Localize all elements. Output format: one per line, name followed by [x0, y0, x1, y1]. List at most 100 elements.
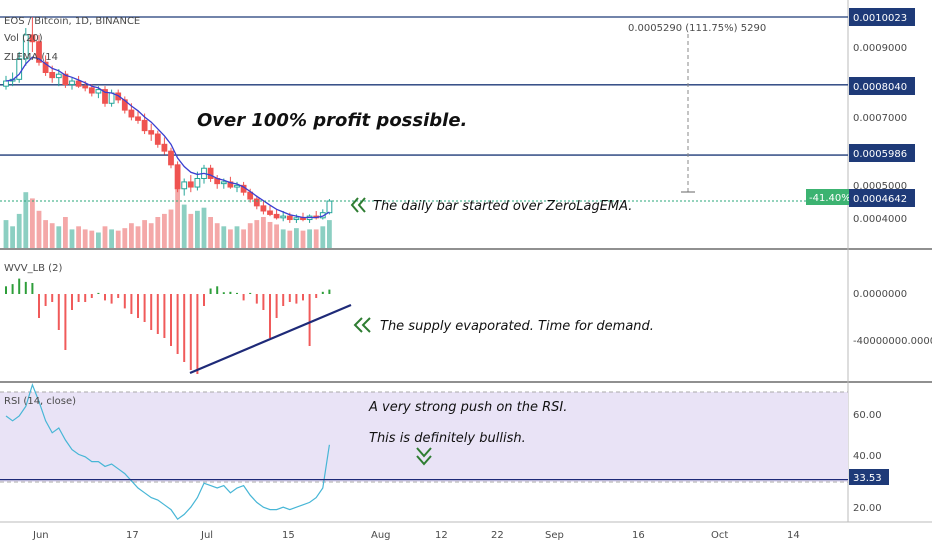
- candle-body: [267, 210, 273, 215]
- candle-body: [128, 109, 135, 118]
- volume-bar: [36, 210, 42, 248]
- price-level-box: 0.0008040: [849, 77, 915, 95]
- candle-body: [82, 85, 89, 89]
- price-level-box: 0.0010023: [849, 8, 915, 26]
- wvv-bars: [5, 278, 331, 374]
- volume-bar: [195, 210, 200, 248]
- candle-body: [62, 73, 69, 85]
- x-tick: Aug: [371, 530, 391, 541]
- price-levels: [0, 16, 848, 156]
- volume-bar: [241, 229, 246, 248]
- svg-text:0.0010023: 0.0010023: [853, 13, 907, 24]
- volume-bar: [3, 220, 9, 248]
- candle-body: [181, 181, 188, 190]
- candle-body: [253, 198, 260, 207]
- zlema-line: [5, 56, 330, 219]
- rsi-current-box: 33.53: [849, 469, 889, 485]
- rsi-label: RSI (14, close): [4, 396, 76, 407]
- volume-bar: [254, 220, 260, 248]
- volume-bar: [135, 226, 141, 248]
- volume-bar: [148, 223, 154, 248]
- volume-bar: [247, 223, 253, 248]
- candle-body: [69, 80, 75, 85]
- x-tick: Sep: [545, 530, 564, 541]
- chevron-left-icon: [350, 197, 366, 213]
- volume-bar: [96, 232, 101, 248]
- symbol-label: EOS / Bitcoin, 1D, BINANCE: [4, 16, 140, 27]
- volume-label: Vol (20): [4, 33, 43, 44]
- volume-bar: [267, 221, 273, 248]
- volume-bar: [287, 230, 293, 248]
- volume-bar: [208, 217, 213, 248]
- candle-body: [102, 89, 108, 104]
- wvv-tick: 0.0000000: [853, 289, 907, 300]
- volume-bar: [261, 217, 266, 248]
- volume-bar: [228, 229, 233, 248]
- candle-body: [141, 119, 148, 132]
- volume-bar: [109, 229, 114, 248]
- x-tick: 22: [491, 530, 504, 541]
- volume-bar: [234, 226, 240, 248]
- candle-body: [293, 217, 300, 221]
- volume-bar: [102, 226, 108, 248]
- volume-bar: [115, 230, 121, 248]
- x-tick: Jun: [32, 530, 49, 541]
- volume-bar: [43, 220, 48, 248]
- candle-body: [55, 73, 62, 79]
- volume-bar: [122, 228, 128, 248]
- rsi-tick: 60.00: [853, 410, 882, 421]
- price-tick: 0.0009000: [853, 43, 907, 54]
- annotation-rsi-push: A very strong push on the RSI.: [368, 400, 567, 415]
- annotation-daily-bar: The daily bar started over ZeroLagEMA.: [373, 199, 632, 214]
- rsi-tick: 20.00: [853, 503, 882, 514]
- candle-body: [273, 213, 280, 219]
- volume-bar: [327, 220, 332, 248]
- rsi-band: [0, 392, 848, 482]
- candle-body: [286, 215, 293, 221]
- volume-bar: [221, 226, 227, 248]
- candle-body: [326, 200, 333, 214]
- volume-bar: [181, 204, 187, 248]
- svg-text:-41.40%: -41.40%: [809, 193, 851, 204]
- candle-body: [3, 80, 9, 87]
- chevron-left-icon: [353, 317, 371, 333]
- candle-body: [36, 41, 42, 63]
- rsi-line: [5, 382, 330, 521]
- svg-text:0.0004642: 0.0004642: [853, 194, 907, 205]
- volume-bar: [168, 209, 174, 248]
- volume-bar: [274, 224, 279, 248]
- x-tick: 12: [435, 530, 448, 541]
- x-tick: 17: [126, 530, 139, 541]
- volume-bar: [201, 207, 207, 248]
- candle-body: [135, 116, 141, 121]
- candle-body: [95, 89, 102, 94]
- candle-body: [174, 164, 181, 190]
- candle-body: [168, 150, 174, 166]
- candle-body: [194, 178, 201, 188]
- candle-body: [88, 87, 95, 94]
- wvv-trendline: [189, 303, 352, 375]
- price-tick: 0.0005000: [853, 181, 907, 192]
- candle-body: [29, 34, 36, 43]
- volume-bar: [307, 229, 312, 248]
- volume-bar: [16, 213, 22, 248]
- wvv-label: WVV_LB (2): [4, 263, 62, 274]
- svg-text:0.0005986: 0.0005986: [853, 149, 907, 160]
- svg-text:0.0008040: 0.0008040: [853, 82, 907, 93]
- volume-bar: [30, 198, 35, 248]
- candle-body: [260, 205, 267, 212]
- volume-bar: [214, 223, 220, 248]
- volume-bar: [10, 226, 15, 248]
- candle-body: [42, 61, 49, 73]
- current-price-box: -41.40% 0.0004642: [806, 189, 915, 207]
- volume-bar: [320, 226, 326, 248]
- candle-body: [207, 167, 214, 180]
- annotation-bullish: This is definitely bullish.: [369, 431, 526, 446]
- candle-body: [108, 92, 115, 104]
- price-level-box: 0.0005986: [849, 144, 915, 162]
- x-tick: Jul: [200, 530, 213, 541]
- volume-bars: [3, 189, 332, 248]
- chevron-down-icon: [416, 447, 432, 466]
- candle-body: [280, 215, 287, 219]
